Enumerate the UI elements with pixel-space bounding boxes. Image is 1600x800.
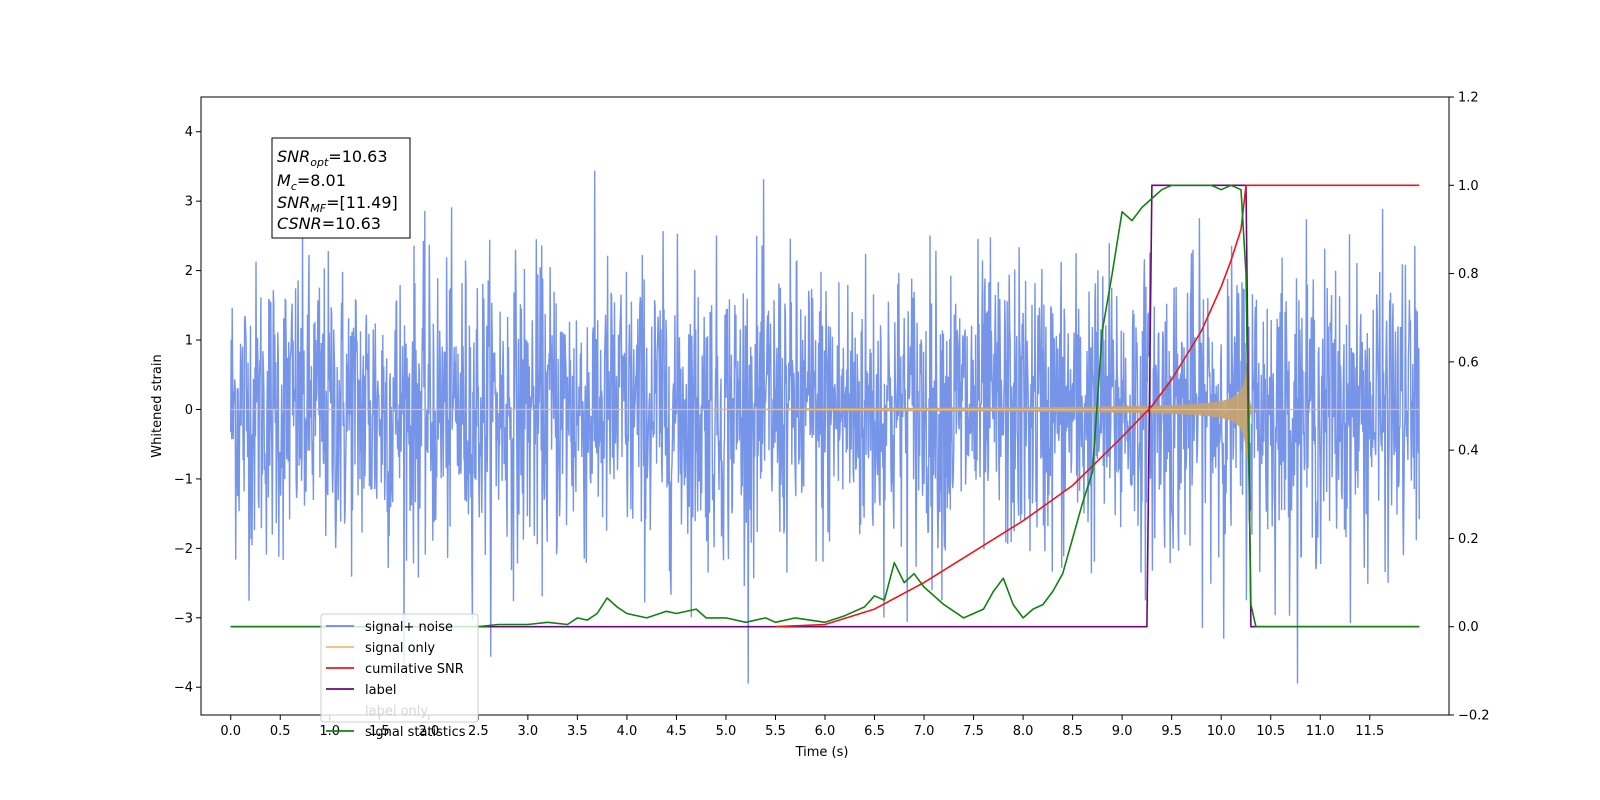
csnr-label: CSNR xyxy=(277,214,322,233)
x-tick-label: 2.0 xyxy=(418,724,439,739)
x-tick-label: 10.5 xyxy=(1256,724,1285,739)
x-tick-label: 2.5 xyxy=(468,724,489,739)
y-tick-label: −2 xyxy=(174,542,193,557)
y2-tick-label: 0.4 xyxy=(1458,444,1479,459)
legend-label: signal statistics xyxy=(365,725,466,740)
y-tick-label: 1 xyxy=(185,334,193,349)
x-tick-label: 4.5 xyxy=(666,724,687,739)
legend: signal+ noise signal only cumilative SNR la… xyxy=(320,613,479,740)
x-tick-label: 4.0 xyxy=(617,724,638,739)
series-signal-statistics-line xyxy=(230,184,1420,628)
y-tick-label: −1 xyxy=(174,472,193,487)
legend-label: cumilative SNR xyxy=(365,662,464,677)
plot-area xyxy=(230,170,1420,684)
y2-tick-label: 0.0 xyxy=(1458,620,1479,635)
mc-subscript: c xyxy=(291,180,297,193)
x-tick-label: 9.5 xyxy=(1161,724,1182,739)
y2-tick-label: 0.6 xyxy=(1458,355,1479,370)
csnr-value: =10.63 xyxy=(322,214,381,233)
y-tick-label: −3 xyxy=(174,611,193,626)
legend-label: signal only xyxy=(365,641,435,656)
x-tick-label: 0.5 xyxy=(270,724,291,739)
x-tick-label: 6.0 xyxy=(815,724,836,739)
legend-label-label-only: label only xyxy=(365,704,428,719)
y2-tick-label: 1.0 xyxy=(1458,179,1479,194)
snr-opt-subscript: opt xyxy=(310,156,329,169)
mc-value: =8.01 xyxy=(297,171,346,190)
x-tick-label: 5.0 xyxy=(716,724,737,739)
annotation-snr-mf: SNRMF=[11.49] xyxy=(277,193,398,215)
y-axis-right: 1.2 1.0 0.8 0.6 0.4 0.2 0.0 −0.2 xyxy=(1449,91,1490,724)
x-tick-label: 11.5 xyxy=(1355,724,1384,739)
annotation-mc: Mc=8.01 xyxy=(277,171,346,193)
x-tick-label: 6.5 xyxy=(864,724,885,739)
snr-opt-value: =10.63 xyxy=(328,147,387,166)
y-tick-label: 4 xyxy=(185,125,193,140)
snr-opt-label: SNR xyxy=(277,147,310,166)
y2-tick-label: 0.8 xyxy=(1458,267,1479,282)
y-tick-label: 0 xyxy=(185,403,193,418)
x-tick-label: 3.5 xyxy=(567,724,588,739)
y-axis-left: 4 3 2 1 0 −1 −2 −3 −4 xyxy=(174,125,201,696)
series-signal-noise-line xyxy=(230,170,1420,684)
y-axis-title: Whitened strain xyxy=(150,354,165,457)
annotation-frame xyxy=(271,137,411,239)
y-tick-label: −4 xyxy=(174,681,193,696)
y2-tick-label: −0.2 xyxy=(1458,709,1490,724)
x-tick-label: 9.0 xyxy=(1112,724,1133,739)
x-tick-label: 0.0 xyxy=(220,724,241,739)
legend-frame xyxy=(320,613,479,723)
annotation-snr-opt: SNRopt=10.63 xyxy=(277,147,388,169)
snr-mf-value: =[11.49] xyxy=(326,193,398,212)
x-tick-label: 11.0 xyxy=(1306,724,1335,739)
snr-mf-subscript: MF xyxy=(310,202,326,215)
x-axis-title: Time (s) xyxy=(795,745,849,760)
legend-label: signal+ noise xyxy=(365,620,453,635)
y-tick-label: 3 xyxy=(185,195,193,210)
annotation-csnr: CSNR=10.63 xyxy=(277,214,381,233)
x-tick-label: 8.5 xyxy=(1062,724,1083,739)
x-tick-label: 3.0 xyxy=(518,724,539,739)
snr-mf-label: SNR xyxy=(277,193,310,212)
mc-label: M xyxy=(277,171,291,190)
y-tick-label: 2 xyxy=(185,264,193,279)
x-tick-label: 8.0 xyxy=(1013,724,1034,739)
series-cumulative-snr-line xyxy=(775,184,1420,628)
x-tick-label: 10.0 xyxy=(1207,724,1236,739)
y2-tick-label: 1.2 xyxy=(1458,91,1479,106)
x-tick-label: 1.5 xyxy=(369,724,390,739)
x-tick-label: 5.5 xyxy=(765,724,786,739)
annotation-box: SNRopt=10.63 Mc=8.01 SNRMF=[11.49] CSNR=… xyxy=(271,137,411,239)
legend-label: label xyxy=(365,683,396,698)
y2-tick-label: 0.2 xyxy=(1458,532,1479,547)
x-axis: 0.0 0.5 1.0 1.5 2.0 2.5 3.0 3.5 4.0 4.5 5.0 5.5 6.0 6… xyxy=(220,715,1384,739)
x-tick-label: 7.5 xyxy=(963,724,984,739)
x-tick-label: 7.0 xyxy=(914,724,935,739)
